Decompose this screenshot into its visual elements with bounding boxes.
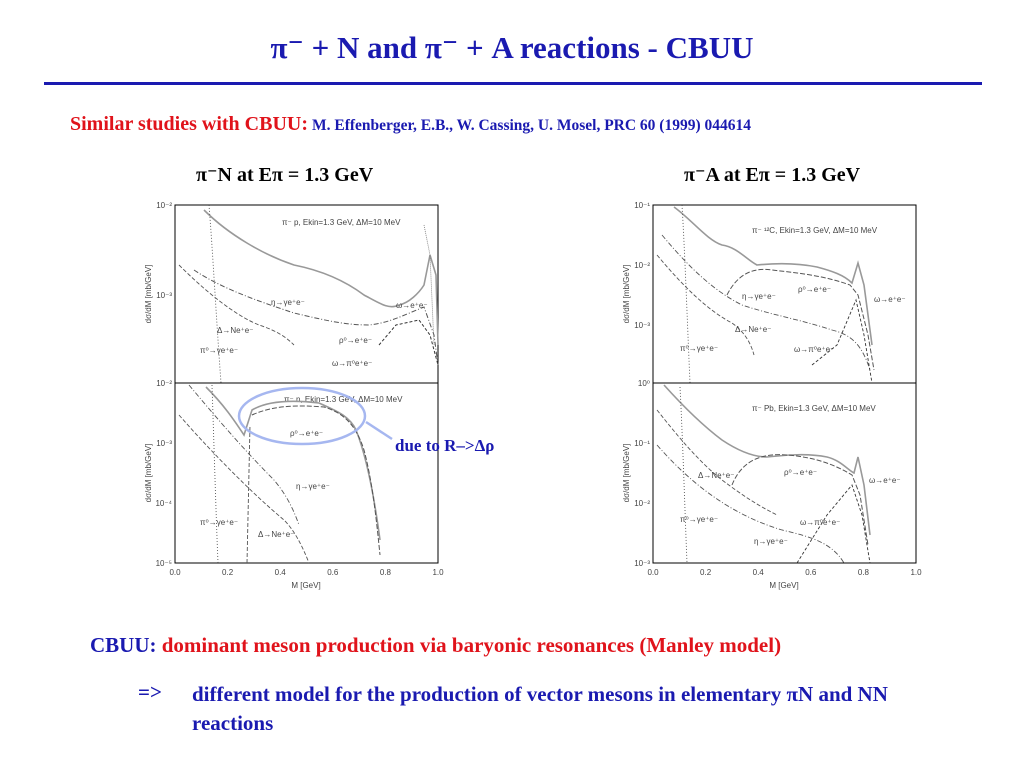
channel-label: ω→e⁺e⁻ bbox=[874, 295, 906, 304]
channel-label: π⁰→γe⁺e⁻ bbox=[200, 518, 238, 527]
right-figure-title: π⁻A at Eπ = 1.3 GeV bbox=[684, 164, 861, 186]
left-figure-title: π⁻N at Eπ = 1.3 GeV bbox=[196, 164, 374, 186]
channel-label: ω→e⁺e⁻ bbox=[869, 476, 901, 485]
channel-label: π⁰→γe⁺e⁻ bbox=[200, 346, 238, 355]
slide-title: π⁻ + N and π⁻ + A reactions - CBUU bbox=[270, 30, 754, 65]
panel-label: π⁻ ¹²C, Ekin=1.3 GeV, ΔM=10 MeV bbox=[752, 226, 878, 235]
y-tick-label: 10⁻² bbox=[156, 379, 172, 388]
title-divider bbox=[44, 82, 982, 85]
reference-line: Similar studies with CBUU: M. Effenberge… bbox=[70, 113, 751, 136]
x-tick-label: 0.6 bbox=[805, 568, 817, 577]
y-tick-label: 10⁻¹ bbox=[634, 201, 650, 210]
y-tick-label: 10⁻³ bbox=[156, 291, 172, 300]
channel-label: Δ→Ne⁺e⁻ bbox=[258, 530, 294, 539]
channel-label: ω→π⁰e⁺e⁻ bbox=[794, 345, 834, 354]
x-tick-label: 0.6 bbox=[327, 568, 339, 577]
channel-label: ρ⁰→e⁺e⁻ bbox=[798, 285, 831, 294]
y-tick-label: 10⁻² bbox=[634, 499, 650, 508]
channel-label: ρ⁰→e⁺e⁻ bbox=[290, 429, 323, 438]
x-tick-label: 0.0 bbox=[647, 568, 659, 577]
reference-lead: Similar studies with CBUU: bbox=[70, 113, 308, 135]
y-tick-label: 10⁻³ bbox=[156, 439, 172, 448]
resonance-annotation: due to R–>Δρ bbox=[395, 436, 495, 455]
channel-label: Δ→Ne⁺e⁻ bbox=[735, 325, 771, 334]
y-axis-label: dσ/dM [mb/GeV] bbox=[622, 265, 631, 324]
x-tick-label: 0.4 bbox=[275, 568, 287, 577]
x-tick-label: 1.0 bbox=[910, 568, 922, 577]
panel-pi-lead: dσ/dM [mb/GeV] 10⁰ 10⁻¹ 10⁻² 10⁻³ π⁻ Pb,… bbox=[622, 379, 917, 568]
y-tick-label: 10⁻¹ bbox=[634, 439, 650, 448]
channel-label: η→γe⁺e⁻ bbox=[754, 537, 788, 546]
conclusion-label: CBUU: bbox=[90, 633, 157, 657]
panel-pi-n: dσ/dM [mb/GeV] 10⁻² 10⁻³ 10⁻⁴ 10⁻⁵ π⁻ n,… bbox=[144, 379, 439, 568]
y-tick-label: 10⁻⁵ bbox=[156, 559, 172, 568]
y-axis-label: dσ/dM [mb/GeV] bbox=[622, 444, 631, 503]
channel-label: ω→π⁰e⁺e⁻ bbox=[332, 359, 372, 368]
x-tick-label: 0.2 bbox=[222, 568, 234, 577]
y-tick-label: 10⁻³ bbox=[634, 321, 650, 330]
conclusion-text: dominant meson production via baryonic r… bbox=[161, 633, 782, 657]
x-tick-label: 0.2 bbox=[700, 568, 712, 577]
implication-arrow: => bbox=[138, 680, 162, 704]
x-tick-label: 0.8 bbox=[858, 568, 870, 577]
y-tick-label: 10⁻⁴ bbox=[155, 499, 172, 508]
x-axis-label: M [GeV] bbox=[769, 581, 798, 590]
channel-label: η→γe⁺e⁻ bbox=[271, 298, 305, 307]
panel-label: π⁻ Pb, Ekin=1.3 GeV, ΔM=10 MeV bbox=[752, 404, 876, 413]
reference-citation: M. Effenberger, E.B., W. Cassing, U. Mos… bbox=[312, 117, 752, 134]
channel-label: η→γe⁺e⁻ bbox=[296, 482, 330, 491]
y-tick-label: 10⁻³ bbox=[634, 559, 650, 568]
y-tick-label: 10⁻² bbox=[634, 261, 650, 270]
x-tick-label: 0.8 bbox=[380, 568, 392, 577]
implication-text: different model for the production of ve… bbox=[192, 682, 888, 735]
x-axis-label: M [GeV] bbox=[291, 581, 320, 590]
channel-label: π⁰→γe⁺e⁻ bbox=[680, 344, 718, 353]
panel-label: π⁻ p, Ekin=1.3 GeV, ΔM=10 MeV bbox=[282, 218, 401, 227]
panel-label: π⁻ n, Ekin=1.3 GeV, ΔM=10 MeV bbox=[284, 395, 403, 404]
x-tick-label: 0.0 bbox=[169, 568, 181, 577]
highlight-ellipse bbox=[237, 386, 367, 446]
channel-label: Δ→Ne⁺e⁻ bbox=[217, 326, 253, 335]
x-tick-label: 0.4 bbox=[753, 568, 765, 577]
y-tick-label: 10⁰ bbox=[638, 379, 650, 388]
x-axis: 0.0 0.2 0.4 0.6 0.8 1.0 M [GeV] bbox=[647, 568, 922, 590]
channel-label: Δ→Ne⁺e⁻ bbox=[698, 471, 734, 480]
channel-label: ρ⁰→e⁺e⁻ bbox=[784, 468, 817, 477]
channel-label: ρ⁰→e⁺e⁻ bbox=[339, 336, 372, 345]
conclusion-line: CBUU: dominant meson production via bary… bbox=[90, 633, 781, 658]
x-axis: 0.0 0.2 0.4 0.6 0.8 1.0 M [GeV] bbox=[169, 568, 444, 590]
channel-label: η→γe⁺e⁻ bbox=[742, 292, 776, 301]
channel-label: ω→π⁰e⁺e⁻ bbox=[800, 518, 840, 527]
y-axis-label: dσ/dM [mb/GeV] bbox=[144, 444, 153, 503]
channel-label: ω→e⁺e⁻ bbox=[396, 301, 428, 310]
y-axis-label: dσ/dM [mb/GeV] bbox=[144, 265, 153, 324]
channel-label: π⁰→γe⁺e⁻ bbox=[680, 515, 718, 524]
panel-pi-p: dσ/dM [mb/GeV] 10⁻² 10⁻³ π⁻ p, Ekin=1.3 … bbox=[144, 201, 439, 384]
y-tick-label: 10⁻² bbox=[156, 201, 172, 210]
figure-pi-nucleon: dσ/dM [mb/GeV] 10⁻² 10⁻³ π⁻ p, Ekin=1.3 … bbox=[134, 195, 446, 595]
panel-pi-carbon: dσ/dM [mb/GeV] 10⁻¹ 10⁻² 10⁻³ π⁻ ¹²C, Ek… bbox=[622, 201, 917, 384]
x-tick-label: 1.0 bbox=[432, 568, 444, 577]
figure-pi-nucleus: dσ/dM [mb/GeV] 10⁻¹ 10⁻² 10⁻³ π⁻ ¹²C, Ek… bbox=[612, 195, 924, 595]
